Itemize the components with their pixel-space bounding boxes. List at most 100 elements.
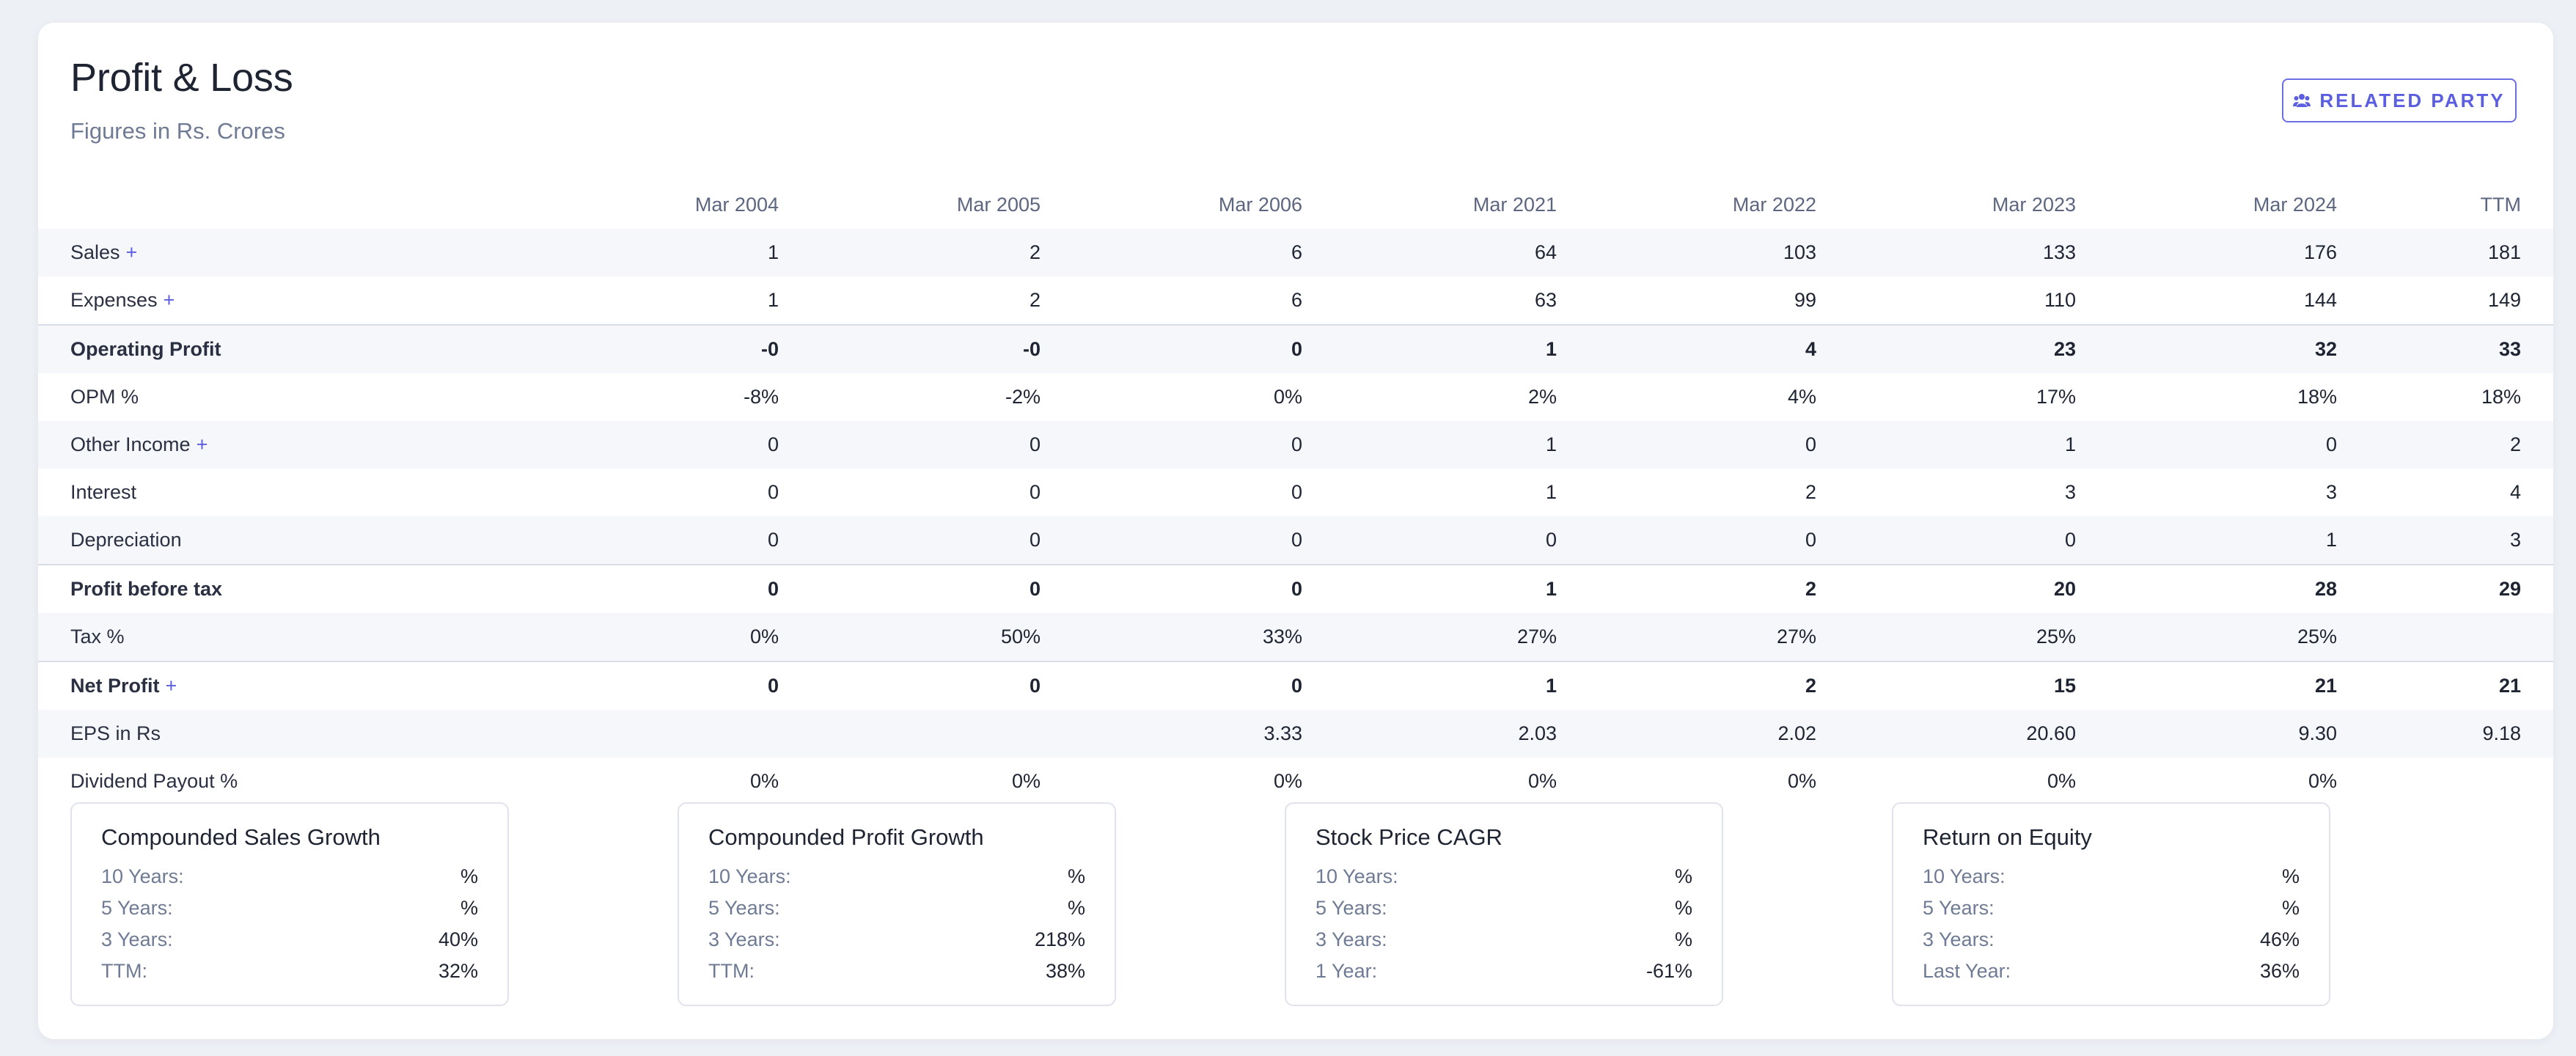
expand-plus-icon[interactable]: + <box>165 675 177 697</box>
table-cell: 9.30 <box>2076 710 2337 758</box>
growth-value: % <box>2281 897 2300 919</box>
table-cell: 0% <box>1273 386 1302 408</box>
growth-box-row: 10 Years:% <box>101 861 478 892</box>
table-cell: 3 <box>2337 516 2553 565</box>
row-label-cell: Depreciation <box>38 516 421 565</box>
table-cell: 4 <box>2509 481 2521 503</box>
growth-box-row: TTM: 38% <box>708 956 1085 987</box>
profit-loss-section: Profit & Loss Figures in Rs. Crores RELA… <box>38 23 2553 1039</box>
table-cell: 1 <box>1302 421 1557 469</box>
row-label-cell[interactable]: Other Income + <box>38 421 421 469</box>
table-cell: 0 <box>779 421 1041 469</box>
column-header[interactable]: Mar 2023 <box>1992 193 2076 216</box>
table-cell: -8% <box>743 386 779 408</box>
row-label: Interest <box>70 481 137 503</box>
expand-plus-icon[interactable]: + <box>163 289 175 311</box>
row-label-cell[interactable]: Net Profit + <box>38 661 421 710</box>
column-header[interactable]: TTM <box>2480 193 2521 216</box>
growth-period-label: 3 Years: <box>1923 928 1995 950</box>
growth-box-title: Return on Equity <box>1923 824 2092 850</box>
table-cell: 0% <box>2047 770 2076 792</box>
related-party-label: RELATED PARTY <box>2319 89 2506 111</box>
growth-value: % <box>1067 897 1085 919</box>
row-label-cell: Tax % <box>38 613 421 661</box>
growth-box-title: Compounded Sales Growth <box>101 824 381 850</box>
row-label-cell: Interest <box>38 469 421 516</box>
row-label: Dividend Payout % <box>70 770 238 792</box>
table-cell: 0% <box>1527 770 1557 792</box>
row-label-cell[interactable]: Expenses + <box>38 276 421 325</box>
table-row: Interest 0 0 0 1 2 3 3 4 <box>38 469 2553 516</box>
table-cell: 0 <box>1816 516 2076 565</box>
table-header: Mar 2004 Mar 2005 Mar 2006 Mar 2021 Mar 2022… <box>38 180 2553 229</box>
table-cell: 29 <box>2337 564 2553 613</box>
table-cell: 33 <box>2337 324 2553 373</box>
growth-box-row: 3 Years: 46% <box>1923 924 2300 956</box>
table-cell: 99 <box>1794 289 1816 311</box>
table-cell: 4 <box>1557 324 1816 373</box>
table-cell: 64 <box>1302 229 1557 276</box>
table-cell: 28 <box>2076 564 2337 613</box>
expand-plus-icon[interactable]: + <box>196 433 208 455</box>
table-cell: 0% <box>421 613 779 661</box>
table-cell: 27% <box>1557 613 1816 661</box>
table-row[interactable]: Expenses +1 2 6 63 99 110 144 149 <box>38 276 2553 325</box>
table-cell: -2% <box>1005 386 1041 408</box>
growth-box: Return on Equity 10 Years:% 5 Years:% 3 Yea… <box>1892 802 2330 1006</box>
row-label: Expenses <box>70 289 158 311</box>
expand-plus-icon[interactable]: + <box>125 241 138 263</box>
related-party-button[interactable]: RELATED PARTY <box>2282 78 2517 122</box>
table-cell: 0 <box>1041 421 1302 469</box>
table-cell: 133 <box>1816 229 2076 276</box>
table-row[interactable]: Sales +1 2 6 64 103 133 176 181 <box>38 229 2553 276</box>
table-cell: 21 <box>2337 661 2553 710</box>
table-row: Dividend Payout % 0% 0% 0% 0% 0% 0% 0% <box>38 758 2553 805</box>
table-cell: 1 <box>1302 661 1557 710</box>
row-label: Profit before tax <box>70 578 223 600</box>
column-header[interactable]: Mar 2005 <box>956 193 1041 216</box>
table-cell: 0 <box>1041 516 1302 565</box>
column-header[interactable]: Mar 2006 <box>1218 193 1302 216</box>
column-header[interactable]: Mar 2022 <box>1732 193 1816 216</box>
growth-value: 36% <box>2259 960 2300 982</box>
row-label: Operating Profit <box>70 338 221 360</box>
column-header[interactable]: Mar 2021 <box>1472 193 1557 216</box>
table-cell: 0 <box>1557 516 1816 565</box>
table-cell: 1 <box>1302 324 1557 373</box>
column-header[interactable]: Mar 2004 <box>694 193 779 216</box>
row-label: Depreciation <box>70 529 182 551</box>
table-cell: 18% <box>2297 386 2337 408</box>
row-label-cell: EPS in Rs <box>38 710 421 758</box>
table-cell: 0% <box>1787 770 1816 792</box>
table-cell: 0 <box>1029 481 1041 503</box>
table-row: EPS in Rs 3.33 2.03 2.02 20.60 9.30 9.18 <box>38 710 2553 758</box>
growth-box-row: 10 Years:% <box>1315 861 1692 892</box>
table-cell: 27% <box>1302 613 1557 661</box>
growth-value: % <box>1674 928 1692 950</box>
table-row[interactable]: Other Income +0 0 0 1 0 1 0 2 <box>38 421 2553 469</box>
section-title: Profit & Loss <box>70 56 293 100</box>
table-cell: 0 <box>421 516 779 565</box>
row-label-cell[interactable]: Sales + <box>38 229 421 276</box>
table-cell <box>2337 613 2553 661</box>
table-cell: 0 <box>767 481 779 503</box>
table-cell: 32 <box>2076 324 2337 373</box>
table-cell: 18% <box>2481 386 2521 408</box>
table-cell: 0% <box>749 770 779 792</box>
growth-period-label: Last Year: <box>1923 960 2011 982</box>
table-cell: 2 <box>1557 564 1816 613</box>
table-cell: 23 <box>1816 324 2076 373</box>
table-row[interactable]: Net Profit +0 0 0 1 2 15 21 21 <box>38 661 2553 710</box>
table-cell: 1 <box>1302 564 1557 613</box>
growth-value: 32% <box>438 960 478 982</box>
table-cell: 1 <box>421 229 779 276</box>
header-row: Mar 2004 Mar 2005 Mar 2006 Mar 2021 Mar 2022… <box>38 180 2553 229</box>
growth-box-row: 10 Years:% <box>1923 861 2300 892</box>
growth-value: 40% <box>438 928 478 950</box>
growth-value: % <box>460 865 478 887</box>
table-cell: 2 <box>779 229 1041 276</box>
table-cell: 20 <box>1816 564 2076 613</box>
table-row: Tax % 0% 50% 33% 27% 27% 25% 25% <box>38 613 2553 661</box>
growth-value: % <box>1674 897 1692 919</box>
column-header[interactable]: Mar 2024 <box>2253 193 2337 216</box>
